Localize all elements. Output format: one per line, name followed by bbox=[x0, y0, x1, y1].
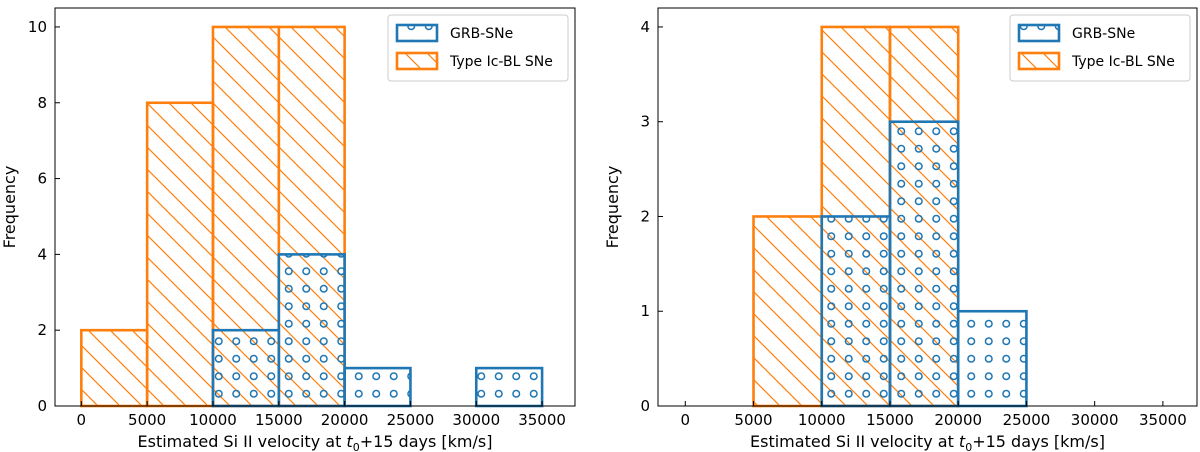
y-axis-label: Frequency bbox=[603, 166, 622, 249]
y-tick-label: 10 bbox=[28, 18, 47, 36]
x-axis-label-prefix: Estimated Si II velocity at bbox=[138, 432, 347, 451]
legend-label: Type Ic-BL SNe bbox=[449, 54, 553, 70]
y-axis-label: Frequency bbox=[0, 166, 19, 249]
y-tick-label: 0 bbox=[640, 397, 650, 415]
legend-label: Type Ic-BL SNe bbox=[1071, 54, 1175, 70]
y-tick-label: 0 bbox=[37, 397, 47, 415]
axes-frame bbox=[657, 7, 1198, 407]
y-tick-label: 2 bbox=[37, 321, 47, 339]
x-tick-label: 5000 bbox=[128, 411, 166, 429]
y-tick-label: 4 bbox=[640, 18, 650, 36]
bar-ic-bl-0 bbox=[80, 328, 149, 408]
x-tick-label: 10000 bbox=[189, 411, 237, 429]
x-axis-label-suffix: +15 days [km/s] bbox=[972, 432, 1105, 451]
y-tick-label: 6 bbox=[37, 170, 47, 188]
bar-grb-3 bbox=[956, 309, 1028, 408]
x-tick-label: 35000 bbox=[1139, 411, 1187, 429]
x-tick-label: 25000 bbox=[1003, 411, 1051, 429]
chart-left: 0 5000 10000 15000 20000 25000 30000 35000 0 2 4 6 8… bbox=[0, 7, 576, 452]
x-tick-label: 10000 bbox=[798, 411, 846, 429]
bar-ic-bl-0 bbox=[752, 215, 824, 408]
x-axis-label-var: t bbox=[346, 432, 353, 451]
x-tick-label: 5000 bbox=[734, 411, 772, 429]
x-tick-label: 30000 bbox=[452, 411, 500, 429]
bar-grb-2 bbox=[888, 120, 960, 408]
x-axis-label-suffix: +15 days [km/s] bbox=[360, 432, 493, 451]
x-axis-label-prefix: Estimated Si II velocity at bbox=[750, 432, 959, 451]
x-tick-label: 20000 bbox=[934, 411, 982, 429]
x-tick-label: 15000 bbox=[866, 411, 914, 429]
legend-swatch-grb bbox=[395, 23, 439, 43]
x-tick-label: 0 bbox=[681, 411, 691, 429]
legend-swatch-ic-bl bbox=[1017, 51, 1061, 71]
y-tick-label: 1 bbox=[640, 302, 650, 320]
bar-grb-1 bbox=[820, 215, 892, 408]
bar-grb-3 bbox=[277, 253, 346, 408]
legend-swatch-grb bbox=[1017, 23, 1061, 43]
y-tick-label: 3 bbox=[640, 113, 650, 131]
bar-grb-2 bbox=[211, 328, 281, 408]
chart-right: 0 5000 10000 15000 20000 25000 30000 35000 0 1 2 3 4… bbox=[603, 7, 1198, 452]
legend-label: GRB-SNe bbox=[450, 26, 513, 42]
x-tick-label: 20000 bbox=[321, 411, 369, 429]
x-axis-label-sub: 0 bbox=[965, 441, 972, 452]
y-tick-label: 2 bbox=[640, 207, 650, 225]
x-axis-label-sub: 0 bbox=[353, 441, 360, 452]
x-axis-label-var: t bbox=[959, 432, 966, 451]
x-axis-label: Estimated Si II velocity at t0+15 days [… bbox=[750, 432, 1105, 452]
bar-ic-bl-1 bbox=[145, 101, 215, 408]
x-tick-label: 0 bbox=[77, 411, 87, 429]
x-axis-label: Estimated Si II velocity at t0+15 days [… bbox=[138, 432, 493, 452]
legend-label: GRB-SNe bbox=[1072, 26, 1135, 42]
y-tick-label: 8 bbox=[37, 94, 47, 112]
x-tick-label: 15000 bbox=[255, 411, 303, 429]
x-tick-label: 25000 bbox=[387, 411, 435, 429]
y-tick-label: 4 bbox=[37, 245, 47, 263]
legend-swatch-ic-bl bbox=[395, 51, 439, 71]
bar-grb-4 bbox=[343, 366, 412, 408]
bar-grb-6 bbox=[474, 366, 544, 408]
x-tick-label: 35000 bbox=[518, 411, 566, 429]
x-tick-label: 30000 bbox=[1071, 411, 1119, 429]
axes-frame bbox=[54, 7, 576, 407]
